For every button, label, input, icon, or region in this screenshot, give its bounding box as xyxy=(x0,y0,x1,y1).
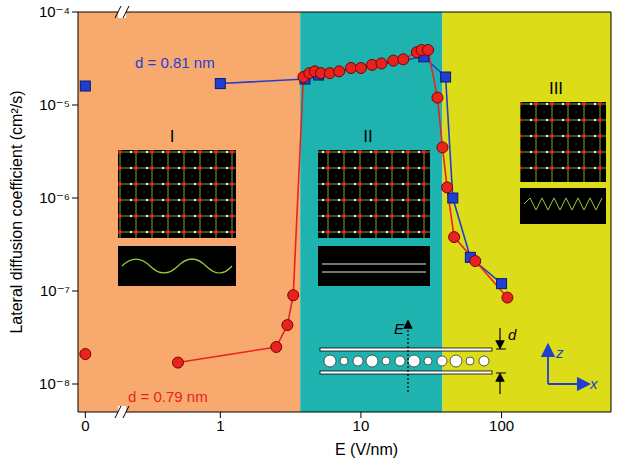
svg-text:I: I xyxy=(170,127,175,146)
svg-text:10⁻⁶: 10⁻⁶ xyxy=(39,189,70,206)
svg-text:10: 10 xyxy=(353,417,370,434)
svg-text:d: d xyxy=(508,326,517,343)
svg-text:10⁻⁸: 10⁻⁸ xyxy=(39,375,70,392)
svg-text:II: II xyxy=(363,127,372,146)
svg-text:III: III xyxy=(549,79,563,98)
svg-text:10⁻⁵: 10⁻⁵ xyxy=(39,96,70,113)
svg-text:d = 0.79 nm: d = 0.79 nm xyxy=(128,388,208,405)
svg-text:E: E xyxy=(394,320,405,337)
svg-text:1: 1 xyxy=(216,417,224,434)
svg-text:10⁻⁴: 10⁻⁴ xyxy=(39,3,70,20)
svg-text:E (V/nm): E (V/nm) xyxy=(335,441,398,458)
svg-text:0: 0 xyxy=(81,417,89,434)
svg-text:x: x xyxy=(589,375,598,392)
svg-text:z: z xyxy=(555,344,564,361)
svg-text:100: 100 xyxy=(489,417,514,434)
svg-text:Lateral diffusion coefficient: Lateral diffusion coefficient (cm²/s) xyxy=(8,90,25,333)
svg-text:10⁻⁷: 10⁻⁷ xyxy=(40,282,70,299)
svg-text:d = 0.81 nm: d = 0.81 nm xyxy=(135,54,215,71)
